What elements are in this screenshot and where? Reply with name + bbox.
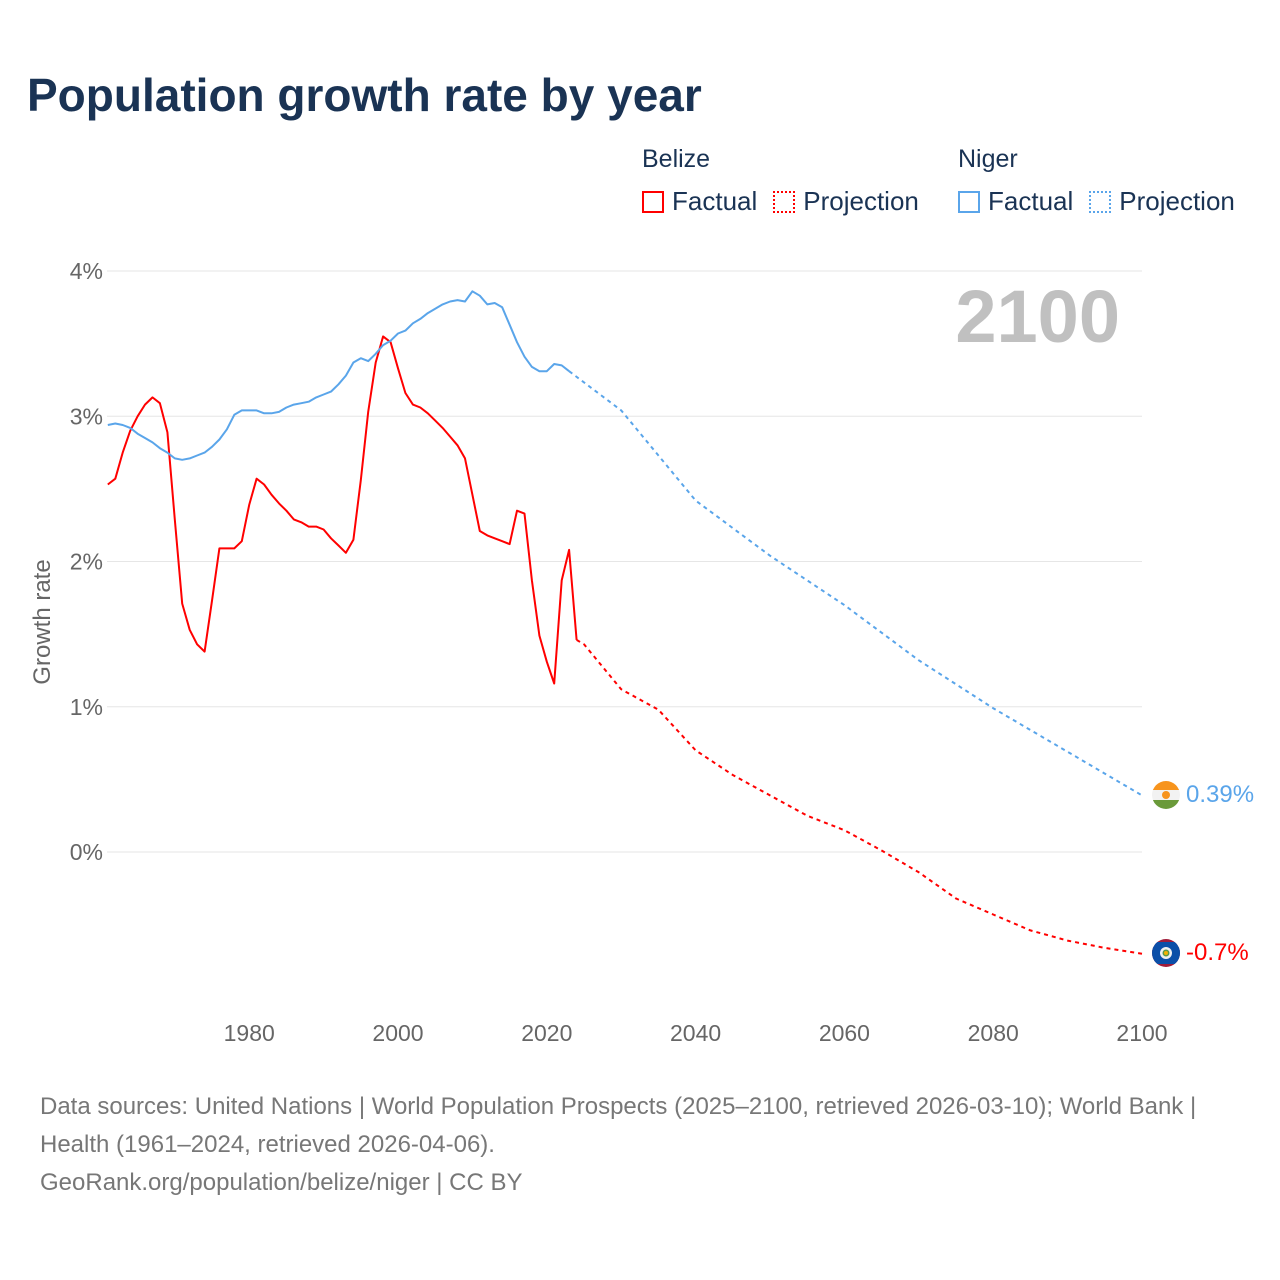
legend-label: Projection [1119, 186, 1235, 216]
niger-flag-icon [1152, 781, 1180, 809]
x-tick-label: 2020 [521, 1020, 572, 1046]
dotted-swatch-icon [1089, 190, 1112, 213]
series-line-belize-factual [107, 335, 578, 685]
legend-niger-factual[interactable]: Factual [958, 186, 1073, 217]
belize-flag-icon [1152, 939, 1180, 967]
y-tick-label: 2% [70, 549, 103, 575]
legend-niger: Factual Projection [958, 186, 1251, 217]
y-tick-label: 0% [70, 839, 103, 865]
x-tick-label: 2060 [819, 1020, 870, 1046]
data-sources: Data sources: United Nations | World Pop… [40, 1093, 1197, 1158]
footer: Data sources: United Nations | World Pop… [40, 1088, 1240, 1202]
belize-end-label: -0.7% [1186, 939, 1249, 966]
y-tick-label: 4% [70, 258, 103, 284]
legend-belize: Factual Projection [642, 186, 935, 217]
legend-group-niger: Niger [958, 145, 1018, 173]
chart-title: Population growth rate by year [27, 69, 702, 121]
series-line-niger-projection [568, 370, 1143, 797]
y-tick-label: 3% [70, 403, 103, 429]
legend-belize-projection[interactable]: Projection [773, 186, 919, 217]
legend-label: Projection [803, 186, 919, 216]
y-tick-label: 1% [70, 694, 103, 720]
legend-label: Factual [988, 186, 1074, 216]
x-tick-label: 2040 [670, 1020, 721, 1046]
legend-group-belize: Belize [642, 145, 711, 173]
x-tick-label: 2080 [968, 1020, 1019, 1046]
legend-label: Factual [672, 186, 758, 216]
year-watermark: 2100 [955, 275, 1120, 358]
series-line-niger-factual [107, 290, 570, 461]
y-axis-label: Growth rate [29, 559, 56, 684]
series-line-belize-projection [576, 639, 1143, 955]
credit-link[interactable]: GeoRank.org/population/belize/niger | CC… [40, 1169, 523, 1196]
x-tick-label: 2000 [372, 1020, 423, 1046]
x-tick-label: 1980 [224, 1020, 275, 1046]
legend-belize-factual[interactable]: Factual [642, 186, 757, 217]
niger-end-label: 0.39% [1186, 781, 1254, 808]
solid-swatch-icon [958, 190, 980, 213]
dotted-swatch-icon [773, 190, 796, 213]
legend-niger-projection[interactable]: Projection [1089, 186, 1235, 217]
solid-swatch-icon [642, 190, 664, 213]
x-tick-label: 2100 [1116, 1020, 1167, 1046]
